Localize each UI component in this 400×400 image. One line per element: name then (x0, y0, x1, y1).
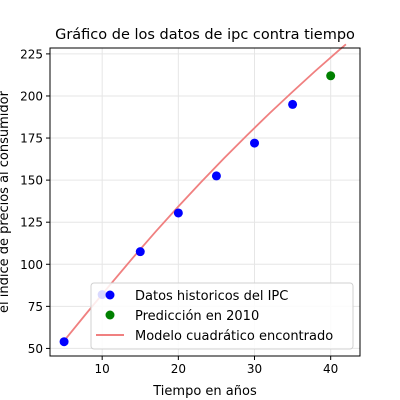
axes: 10 20 30 40 50 75 100 125 150 175 200 225 (20, 47, 338, 376)
data-point-prediccion (326, 71, 336, 81)
x-axis-label: Tiempo en años (152, 384, 257, 399)
legend-box (90, 282, 354, 350)
legend: Datos historicos del IPC Predicción en 2… (90, 282, 354, 350)
y-tick-label: 175 (20, 132, 43, 146)
y-tick-label: 50 (28, 342, 43, 356)
y-tick-label: 225 (20, 47, 43, 61)
y-tick-label: 125 (20, 216, 43, 230)
chart-title: Gráfico de los datos de ipc contra tiemp… (55, 27, 355, 43)
x-tick-label: 30 (247, 362, 262, 376)
data-point-historico (288, 99, 298, 109)
legend-label-historicos: Datos historicos del IPC (135, 289, 288, 304)
y-tick-label: 150 (20, 174, 43, 188)
legend-marker-prediccion (105, 310, 115, 320)
plot-frame (49, 47, 361, 357)
series-line-modelo (63, 43, 347, 342)
y-tick-label: 75 (28, 300, 43, 314)
data-point-historico (59, 337, 69, 347)
legend-marker-historicos (105, 290, 115, 300)
y-tick-label: 200 (20, 89, 43, 103)
plot-content (59, 43, 347, 347)
data-point-historico (135, 247, 145, 257)
legend-label-modelo: Modelo cuadrático encontrado (135, 329, 333, 344)
x-tick-label: 40 (323, 362, 338, 376)
data-point-historico (173, 208, 183, 218)
data-point-historico (211, 171, 221, 181)
legend-label-prediccion: Predicción en 2010 (135, 309, 259, 324)
grid (50, 48, 360, 356)
y-axis-label: el índice de precios al consumidor (0, 90, 12, 313)
x-tick-label: 10 (95, 362, 110, 376)
data-point-historico (250, 138, 260, 148)
y-tick-label: 100 (20, 258, 43, 272)
x-tick-label: 20 (171, 362, 186, 376)
